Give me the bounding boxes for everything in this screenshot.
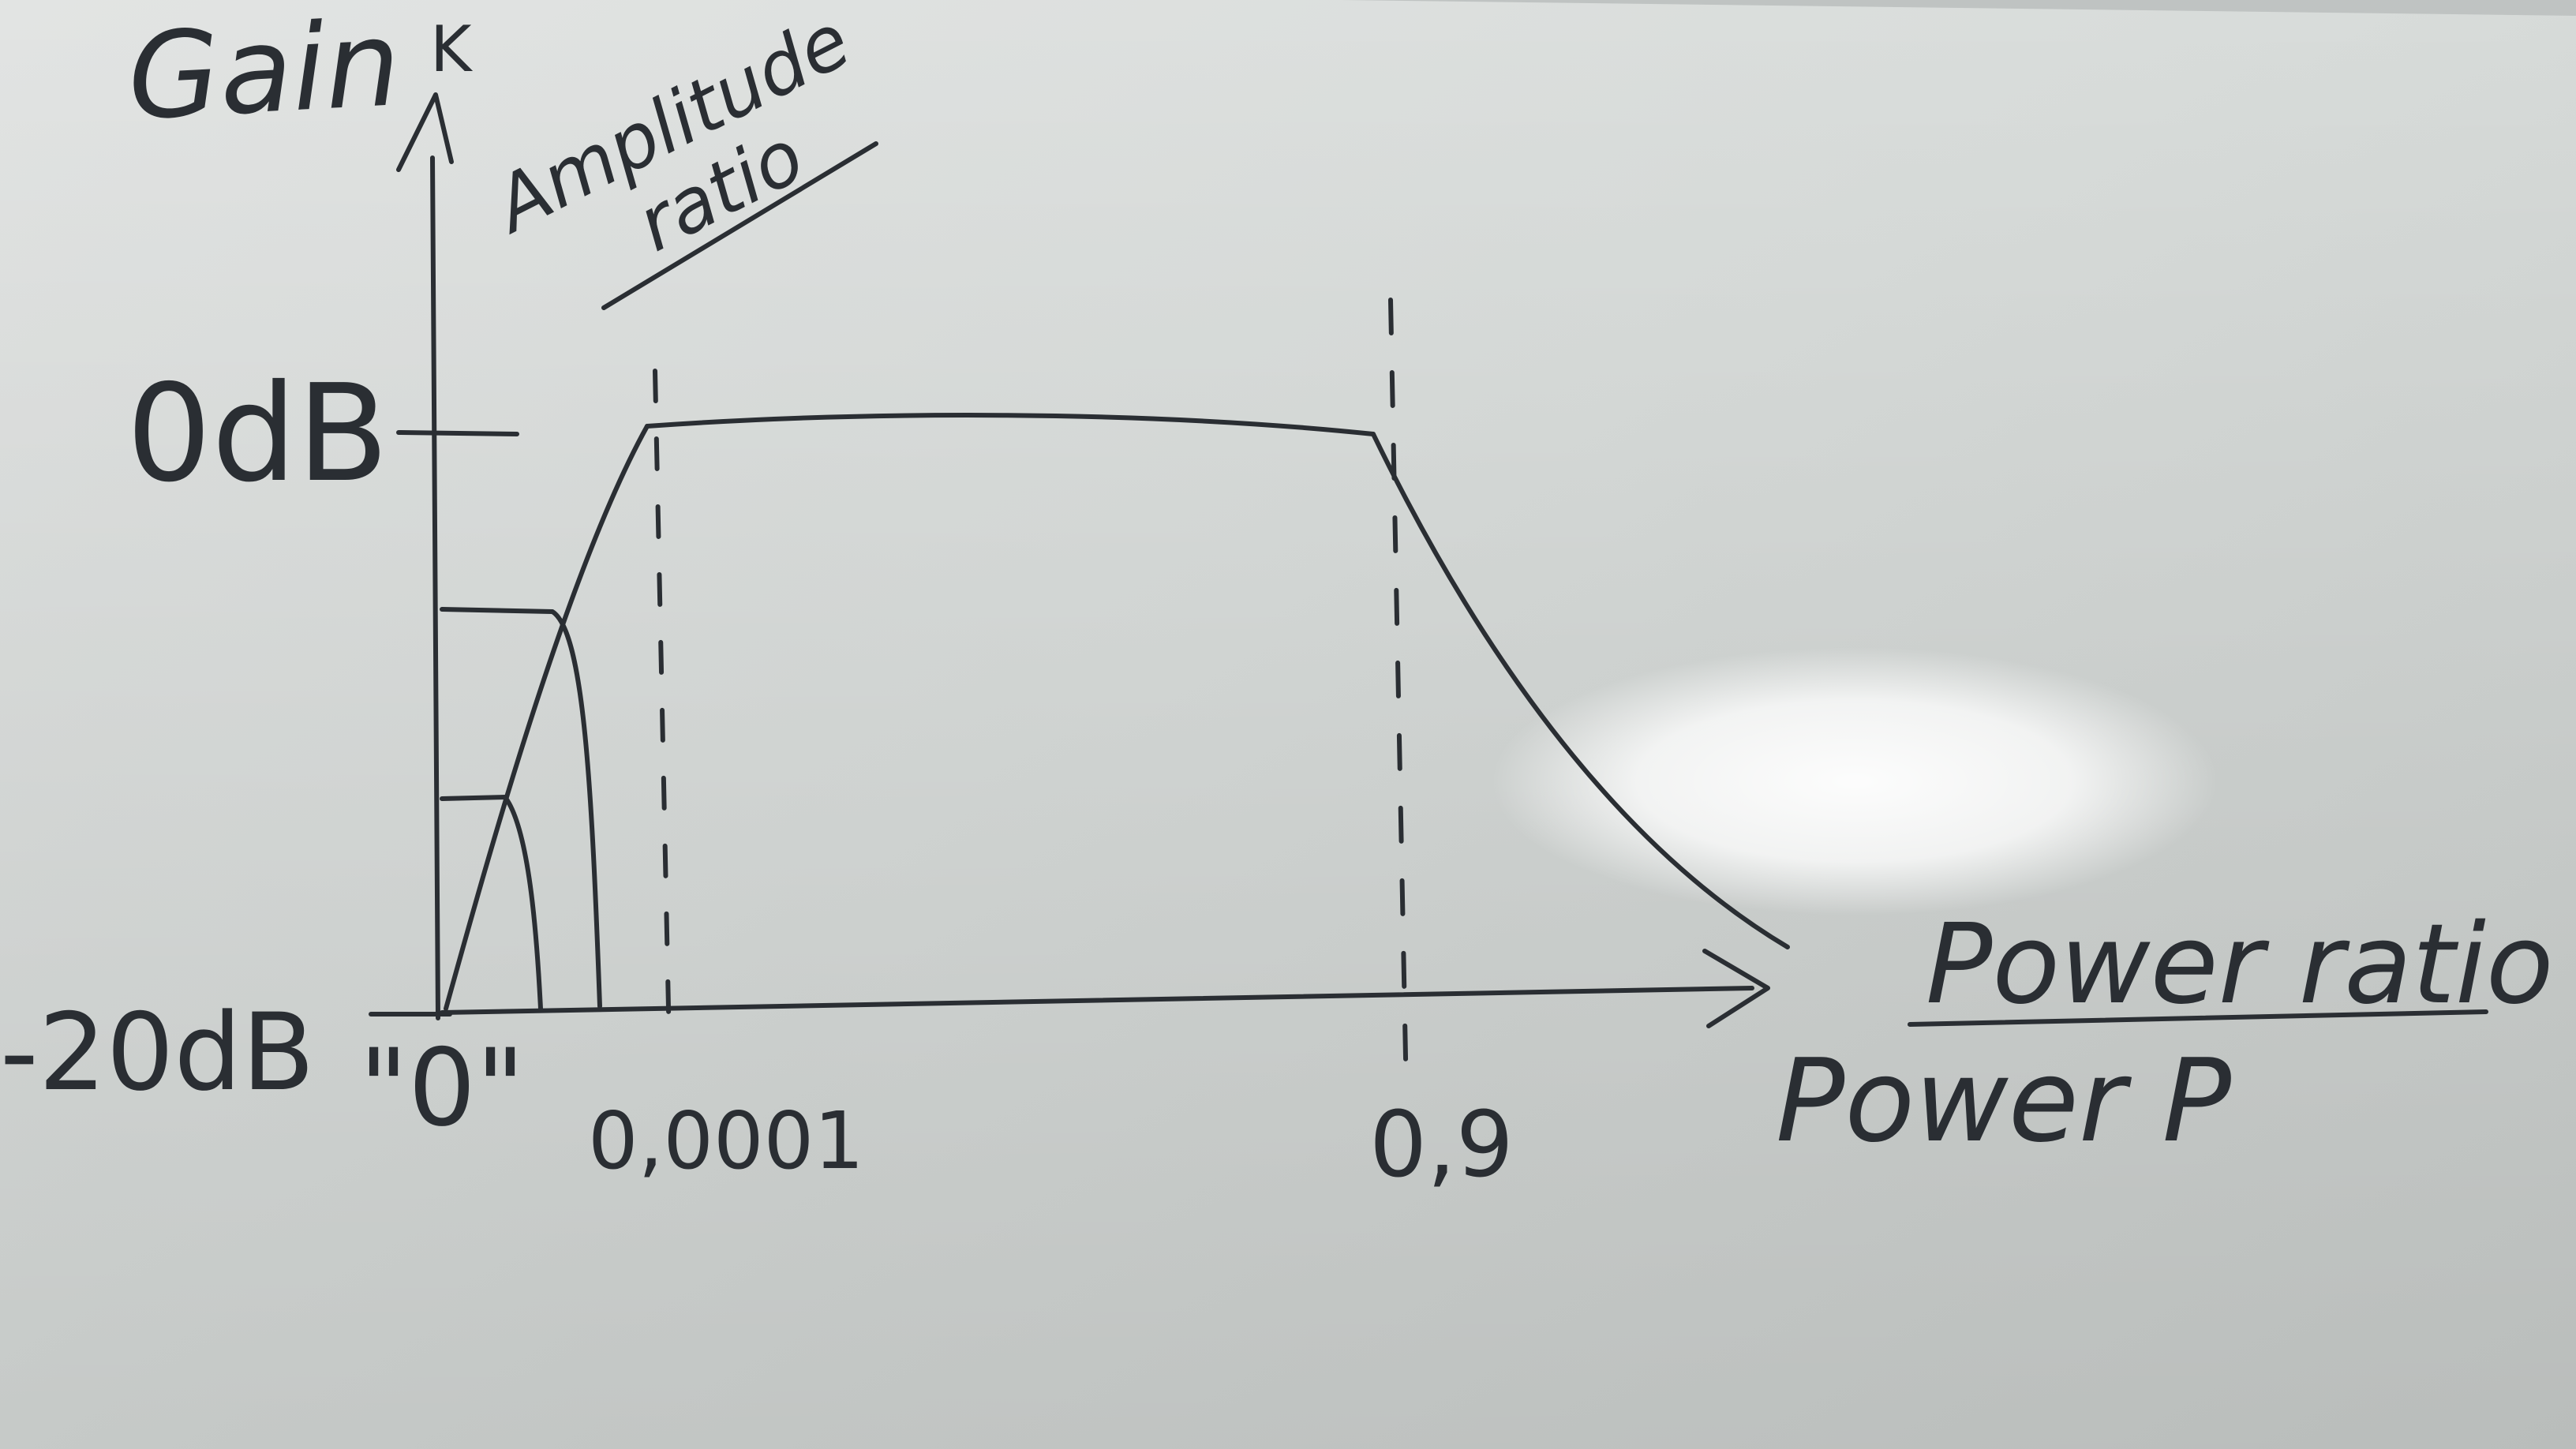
label-zero-db: 0dB — [126, 356, 389, 512]
dashed-line-0-9 — [1388, 298, 1409, 1099]
label-power-ratio: Power ratio — [1926, 900, 2554, 1029]
gain-curve-fall — [1371, 432, 1790, 949]
gain-curve-rise — [444, 424, 650, 1011]
amplitude-ratio-underline — [601, 141, 878, 310]
light-glare — [1492, 647, 2218, 915]
y-axis-line — [430, 155, 440, 1020]
inner-curve-1 — [440, 607, 602, 1009]
label-power-p: Power P — [1776, 1035, 2232, 1168]
board-top-edge — [1342, 0, 2576, 16]
x-axis-line — [440, 986, 1754, 1015]
inner-curve-2 — [440, 795, 543, 1011]
label-zero-quote: "0" — [359, 1026, 525, 1150]
power-ratio-underline — [1908, 1009, 2488, 1027]
y-axis-arrow — [396, 92, 454, 172]
zero-db-tick — [396, 430, 519, 436]
sketch-strokes — [369, 92, 2488, 1099]
x-axis-arrow — [1702, 949, 1770, 1028]
label-tick-0-0001: 0,0001 — [588, 1095, 864, 1187]
gain-curve-flat — [645, 413, 1376, 436]
label-tick-0-9: 0,9 — [1369, 1092, 1514, 1198]
label-minus-20-db: -20dB — [0, 990, 315, 1114]
label-k: K — [430, 13, 474, 86]
dashed-line-0-0001 — [653, 369, 672, 1048]
label-gain: Gain — [125, 0, 404, 147]
